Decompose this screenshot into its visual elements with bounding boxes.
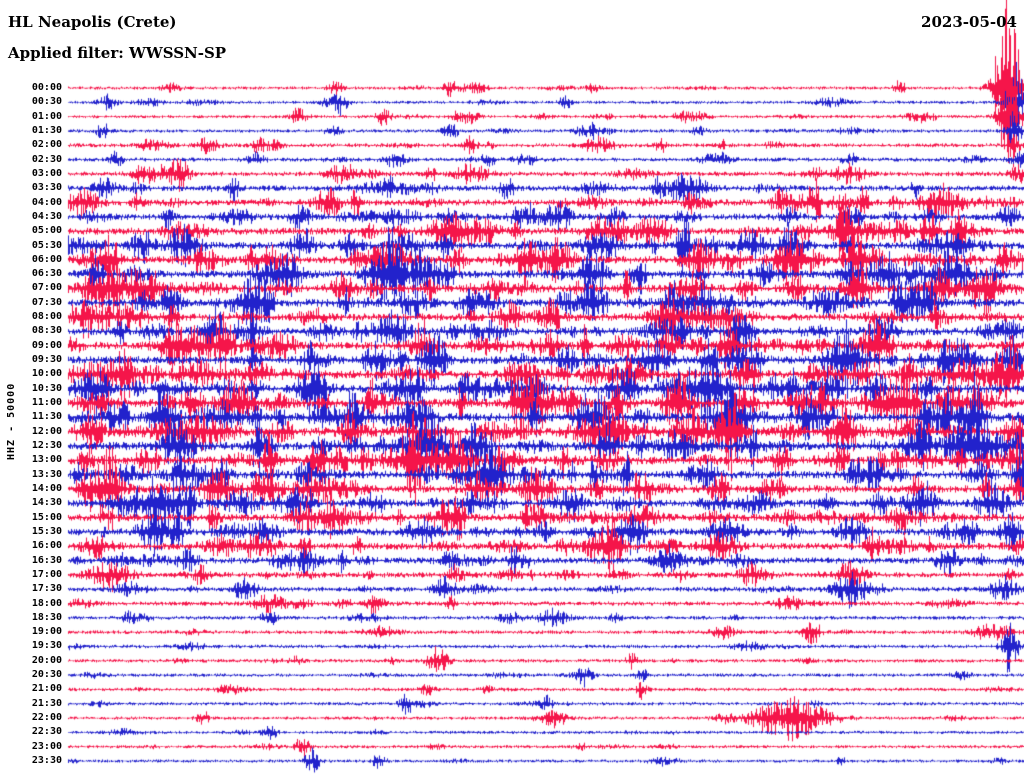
date-label: 2023-05-04 [921, 13, 1017, 31]
time-label: 12:30 [31, 440, 62, 451]
time-label: 04:00 [31, 196, 62, 208]
time-label: 11:30 [31, 411, 62, 423]
time-label: 08:30 [31, 325, 62, 337]
time-label: 17:00 [31, 568, 62, 580]
time-label: 02:00 [31, 139, 62, 151]
time-label: 15:00 [31, 511, 62, 523]
time-label: 03:30 [31, 182, 62, 194]
time-label: 06:30 [31, 268, 62, 280]
time-label: 23:30 [31, 755, 62, 767]
time-label: 10:30 [31, 382, 62, 394]
time-label: 21:30 [31, 697, 62, 709]
time-label: 19:30 [31, 640, 62, 652]
time-label: 07:30 [31, 296, 62, 308]
time-label: 18:30 [31, 611, 62, 623]
time-label: 05:30 [31, 239, 62, 251]
time-label: 00:00 [31, 82, 62, 93]
applied-filter-label: Applied filter: WWSSN-SP [8, 44, 227, 62]
time-label: 19:00 [31, 626, 62, 638]
time-label: 22:30 [31, 726, 62, 738]
time-label: 03:00 [31, 167, 62, 179]
time-label: 22:00 [31, 712, 62, 724]
time-label: 11:00 [31, 397, 62, 409]
time-label: 00:30 [31, 96, 62, 108]
time-label: 18:00 [31, 597, 62, 609]
time-label: 20:00 [31, 654, 62, 666]
time-label: 20:30 [31, 669, 62, 681]
time-label: 16:00 [31, 540, 62, 552]
time-label: 16:30 [31, 554, 62, 566]
time-label: 02:30 [31, 153, 62, 165]
time-label: 07:00 [31, 282, 62, 294]
time-label: 01:00 [31, 110, 62, 122]
time-label: 17:30 [31, 583, 62, 595]
station-title: HL Neapolis (Crete) [8, 13, 177, 31]
time-label: 15:30 [31, 525, 62, 537]
time-label: 23:00 [31, 740, 62, 752]
time-label: 12:00 [31, 425, 62, 437]
time-label: 04:30 [31, 210, 62, 222]
time-label: 13:00 [31, 454, 62, 466]
time-label: 14:30 [31, 497, 62, 509]
time-label: 14:00 [31, 482, 62, 494]
time-label: 10:00 [31, 368, 62, 380]
time-label: 21:00 [31, 683, 62, 695]
time-label: 09:00 [31, 339, 62, 351]
time-label: 01:30 [31, 124, 62, 136]
time-label: 05:00 [31, 225, 62, 237]
time-label: 09:30 [31, 354, 62, 366]
time-label: 13:30 [31, 468, 62, 480]
time-label: 06:00 [31, 253, 62, 265]
time-label: 08:00 [31, 311, 62, 323]
